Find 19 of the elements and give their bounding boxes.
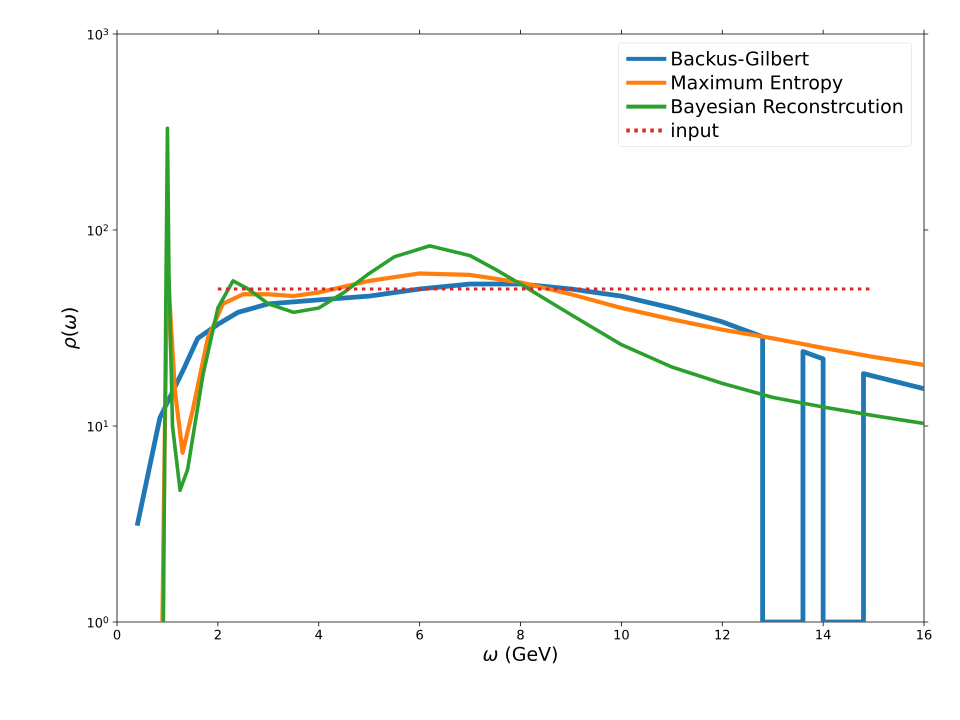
legend-label: input — [672, 122, 719, 141]
x-tick-label: 8 — [517, 630, 524, 640]
legend-label: Backus-Gilbert — [672, 51, 809, 66]
x-tick-label: 0 — [114, 630, 120, 640]
x-tick-label: 4 — [315, 630, 322, 640]
x-tick-label: 16 — [917, 630, 932, 640]
y-tick-label: 10$^{3}$ — [88, 28, 108, 40]
y-tick-label: 10$^{1}$ — [88, 420, 108, 432]
y-axis-title: ρ(ω) — [61, 308, 80, 349]
y-tick-label: 10$^{2}$ — [88, 224, 108, 236]
x-tick-label: 14 — [816, 630, 831, 640]
legend-label: Maximum Entropy — [672, 74, 843, 94]
y-tick-label: 10$^{0}$ — [88, 616, 108, 628]
legend-label: Bayesian Reconstrcution — [672, 98, 902, 118]
x-tick-label: 12 — [715, 630, 730, 640]
x-tick-label: 10 — [614, 630, 629, 640]
x-tick-label: 6 — [416, 630, 423, 640]
x-axis-title: ω (GeV) — [484, 646, 557, 664]
x-tick-label: 2 — [214, 630, 221, 640]
